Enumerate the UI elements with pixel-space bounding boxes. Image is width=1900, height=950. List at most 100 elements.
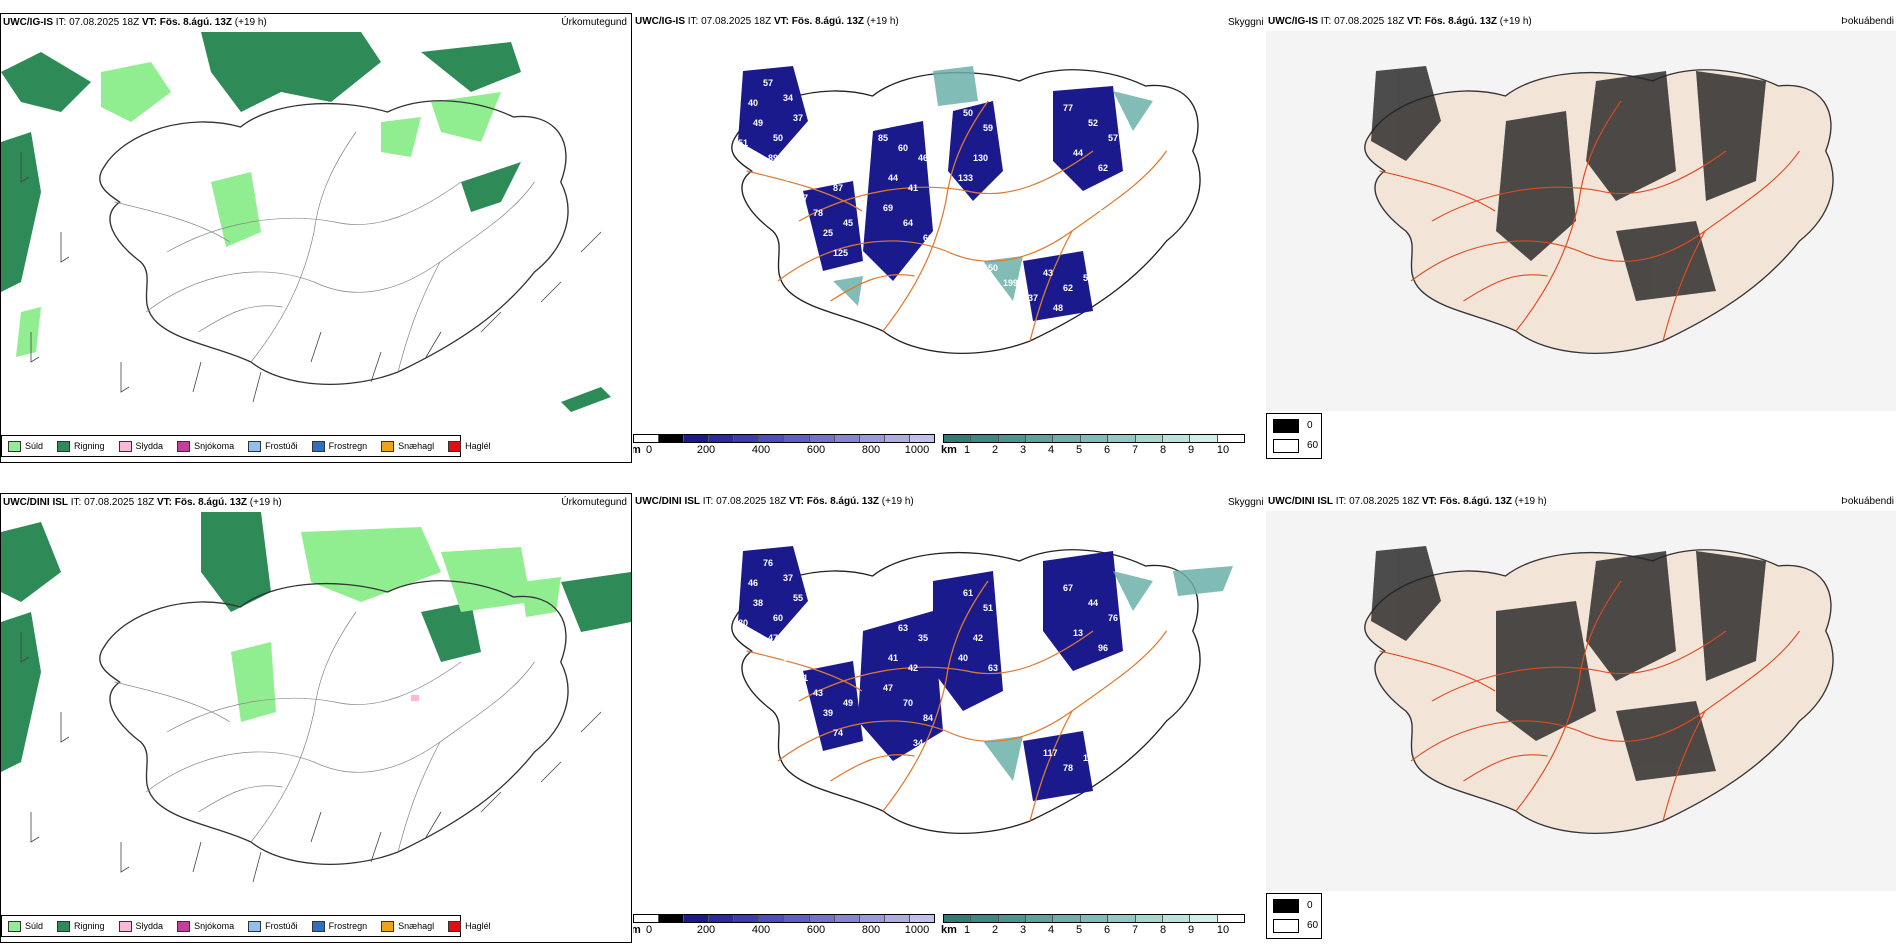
colorbar-segment — [944, 435, 972, 442]
vis-tick: 5 — [1075, 444, 1083, 456]
legend-drizzle: Súld — [8, 920, 44, 932]
visibility-value-label: 59 — [983, 123, 993, 133]
height-unit: m — [633, 924, 641, 936]
colorbar-segment — [859, 435, 885, 442]
visibility-value-label: 54 — [783, 653, 793, 663]
height-tick: 1000 — [904, 444, 930, 456]
legend-freezing-drizzle: Frostúði — [248, 920, 298, 932]
legend-snow-pellets: Snæhagl — [381, 440, 434, 452]
fog-index-map — [1266, 511, 1896, 891]
vis-tick: 5 — [1075, 924, 1083, 936]
fog-dark-swatch — [1273, 419, 1299, 433]
colorbar-segment — [1026, 435, 1054, 442]
height-unit: m — [633, 444, 641, 456]
visibility-value-label: 10 — [1083, 753, 1093, 763]
colorbar-segment — [1080, 915, 1109, 922]
visibility-value-label: 40 — [748, 98, 758, 108]
colorbar-segment — [1080, 435, 1109, 442]
visibility-value-label: 60 — [773, 613, 783, 623]
visibility-value-label: 70 — [903, 698, 913, 708]
legend-freezing-rain: Frostregn — [311, 440, 367, 452]
mid-vis-areas — [983, 566, 1233, 781]
visibility-value-label: 38 — [753, 598, 763, 608]
model-name: UWC/DINI ISL — [1268, 496, 1333, 507]
vis-tick: 9 — [1187, 924, 1195, 936]
visibility-value-label: 57 — [763, 78, 773, 88]
visibility-value-label: 39 — [823, 708, 833, 718]
panel-title: Skyggni — [1228, 17, 1264, 28]
colorbar-segment — [1053, 435, 1081, 442]
colorbar-segment — [1053, 915, 1081, 922]
visibility-value-label: 55 — [793, 593, 803, 603]
visibility-value-label: 67 — [798, 193, 808, 203]
fog-light-label: 60 — [1307, 440, 1319, 451]
visibility-value-label: 85 — [878, 133, 888, 143]
height-colorbar-strip — [633, 914, 935, 923]
legend-label: Súld — [25, 921, 44, 931]
swatch — [118, 440, 132, 452]
height-tick: 600 — [806, 444, 826, 456]
low-vis-areas — [738, 66, 1123, 321]
lead-time: (+19 h) — [234, 17, 267, 28]
init-time: 07.08.2025 18Z — [701, 16, 772, 27]
panel-title: Þokuábendi — [1841, 16, 1894, 27]
visibility-value-label: 35 — [918, 633, 928, 643]
mid-vis-areas — [833, 66, 1153, 306]
colorbar-segment — [1135, 435, 1163, 442]
fog-light-swatch — [1273, 439, 1299, 453]
visibility-value-label: 96 — [1098, 643, 1108, 653]
colorbar-segment — [684, 435, 710, 442]
swatch — [381, 440, 395, 452]
visibility-value-label: 43 — [813, 688, 823, 698]
colorbar-segment — [709, 915, 735, 922]
init-time: 07.08.2025 18Z — [1334, 16, 1405, 27]
visibility-value-label: 42 — [973, 633, 983, 643]
colorbar-segment — [944, 915, 972, 922]
init-label: IT: — [70, 497, 82, 508]
visibility-value-label: 64 — [903, 218, 913, 228]
fog-dark-label: 0 — [1307, 900, 1313, 911]
visibility-value-label: 69 — [883, 203, 893, 213]
fog-index-map — [1266, 31, 1896, 411]
legend-drizzle: Súld — [8, 440, 43, 452]
visibility-value-label: 80 — [738, 618, 748, 628]
visibility-value-label: 78 — [1063, 763, 1073, 773]
legend-label: Haglél — [465, 921, 491, 931]
vis-tick: 9 — [1187, 444, 1195, 456]
precip-map — [1, 32, 611, 412]
colorbar-segment — [884, 435, 910, 442]
visibility-value-label: 117 — [1043, 748, 1058, 758]
legend-sleet: Slydda — [118, 920, 163, 932]
legend-sleet: Slydda — [118, 440, 163, 452]
visibility-value-label: 50 — [938, 253, 948, 263]
visibility-value-label: 47 — [883, 683, 893, 693]
height-tick: 200 — [696, 444, 716, 456]
colorbar-segment — [1190, 435, 1218, 442]
visibility-colorbar-strip — [943, 914, 1245, 923]
valid-time: VT: Fös. 8.ágú. 13Z — [1406, 16, 1497, 27]
visibility-value-label: 74 — [833, 728, 843, 738]
visibility-value-label: 84 — [923, 713, 933, 723]
visibility-value-label: 51 — [738, 138, 748, 148]
vis-tick: 3 — [1019, 444, 1027, 456]
visibility-value-label: 76 — [763, 558, 773, 568]
visibility-value-label: 59 — [1083, 273, 1093, 283]
legend-hail: Haglél — [448, 920, 491, 932]
visibility-value-label: 122 — [758, 663, 773, 673]
colorbar-segment — [909, 435, 934, 442]
colorbar-segment — [709, 435, 735, 442]
panel-header: UWC/IG-IS IT: 07.08.2025 18Z VT: Fös. 8.… — [635, 16, 899, 27]
panel-header: UWC/DINI ISL IT: 07.08.2025 18Z VT: Fös.… — [635, 496, 914, 507]
height-tick: 1000 — [904, 924, 930, 936]
visibility-value-label: 44 — [1088, 598, 1098, 608]
fog-light-label: 60 — [1307, 920, 1319, 931]
vis-tick: 10 — [1216, 924, 1230, 936]
visibility-panel-row2: UWC/DINI ISL IT: 07.08.2025 18Z VT: Fös.… — [633, 493, 1265, 943]
wind-barbs — [20, 632, 602, 883]
visibility-value-label: 50 — [963, 108, 973, 118]
swatch — [248, 440, 262, 452]
legend-snow-pellets: Snæhagl — [381, 920, 434, 932]
swatch — [248, 920, 262, 932]
precip-map — [1, 512, 631, 883]
